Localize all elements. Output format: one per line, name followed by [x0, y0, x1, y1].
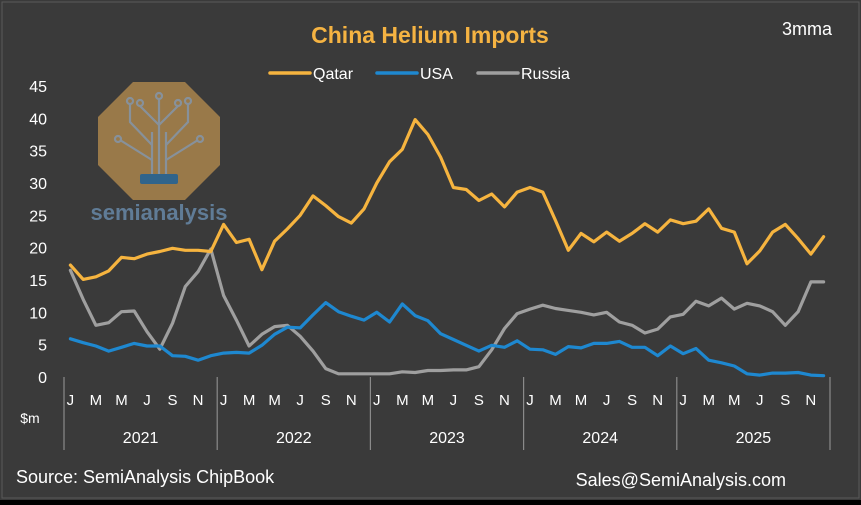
x-tick-label: J — [679, 392, 687, 409]
year-label: 2021 — [123, 430, 159, 447]
x-tick-label: J — [67, 392, 75, 409]
y-tick-label: 15 — [29, 273, 47, 290]
x-tick-label: M — [90, 392, 103, 409]
x-tick-label: N — [499, 392, 510, 409]
x-tick-label: M — [396, 392, 409, 409]
y-axis: 0 5 10 15 20 25 30 35 40 45 — [29, 79, 47, 387]
y-tick-label: 5 — [38, 338, 47, 355]
x-tick-label: J — [143, 392, 151, 409]
x-tick-label: M — [549, 392, 562, 409]
x-tick-label: J — [450, 392, 458, 409]
y-tick-label: 45 — [29, 79, 47, 96]
chart-title: China Helium Imports — [311, 22, 549, 48]
series-line-usa — [68, 301, 826, 378]
logo-chip-tree-icon — [113, 91, 205, 184]
watermark-text: semianalysis — [91, 200, 228, 225]
y-tick-label: 30 — [29, 176, 47, 193]
x-tick-label: J — [526, 392, 534, 409]
plot-area — [68, 117, 826, 378]
x-tick-label: J — [603, 392, 611, 409]
x-tick-label: M — [575, 392, 588, 409]
legend-label-usa: USA — [420, 66, 453, 83]
x-tick-label: N — [346, 392, 357, 409]
x-tick-label: M — [422, 392, 435, 409]
x-tick-label: S — [780, 392, 790, 409]
year-label: 2023 — [429, 430, 465, 447]
series-line-qatar — [68, 117, 826, 281]
y-tick-label: 0 — [38, 370, 47, 387]
x-tick-label: J — [373, 392, 381, 409]
y-axis-unit-label: $m — [20, 410, 39, 426]
x-tick-label: J — [220, 392, 228, 409]
contact-email: Sales@SemiAnalysis.com — [576, 470, 786, 490]
year-label: 2022 — [276, 430, 312, 447]
legend-label-qatar: Qatar — [313, 66, 354, 83]
x-tick-label: S — [168, 392, 178, 409]
x-tick-label: N — [193, 392, 204, 409]
x-tick-label: M — [702, 392, 715, 409]
smoothing-note: 3mma — [782, 19, 833, 39]
semianalysis-logo: semianalysis — [91, 82, 228, 225]
x-tick-label: S — [474, 392, 484, 409]
y-tick-label: 20 — [29, 241, 47, 258]
x-tick-label: S — [321, 392, 331, 409]
y-tick-label: 40 — [29, 111, 47, 128]
y-tick-label: 25 — [29, 208, 47, 225]
source-note: Source: SemiAnalysis ChipBook — [16, 467, 275, 487]
x-tick-label: M — [728, 392, 741, 409]
y-tick-label: 10 — [29, 305, 47, 322]
x-tick-label: J — [756, 392, 764, 409]
x-tick-label: S — [627, 392, 637, 409]
x-tick-label: M — [243, 392, 256, 409]
chart-legend: Qatar USA Russia — [268, 66, 570, 83]
year-label: 2024 — [582, 430, 618, 447]
x-tick-label: M — [268, 392, 281, 409]
legend-label-russia: Russia — [521, 66, 570, 83]
x-tick-label: N — [805, 392, 816, 409]
series-line-russia — [68, 247, 826, 376]
x-tick-label: M — [115, 392, 128, 409]
y-tick-label: 35 — [29, 144, 47, 161]
x-tick-label: N — [652, 392, 663, 409]
year-label: 2025 — [736, 430, 772, 447]
x-tick-label: J — [296, 392, 304, 409]
